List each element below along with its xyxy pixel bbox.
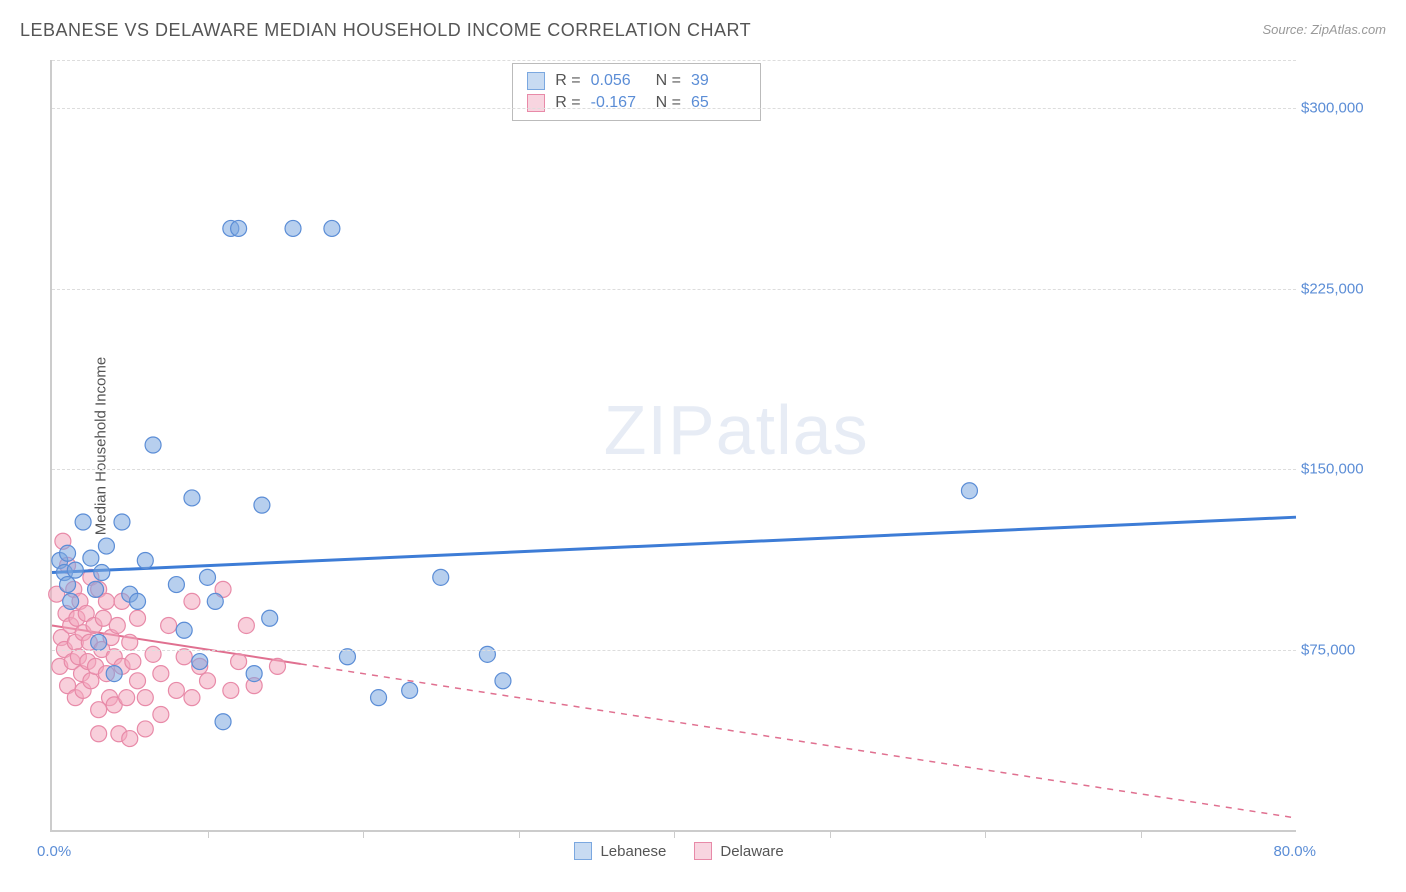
data-point xyxy=(130,593,146,609)
data-point xyxy=(961,483,977,499)
legend-label-1: Delaware xyxy=(720,843,783,860)
data-point xyxy=(200,673,216,689)
data-point xyxy=(254,497,270,513)
legend-swatch-0 xyxy=(574,842,592,860)
source-text: Source: ZipAtlas.com xyxy=(1262,22,1386,37)
data-point xyxy=(168,682,184,698)
data-point xyxy=(176,622,192,638)
legend-swatch-1 xyxy=(694,842,712,860)
data-point xyxy=(161,617,177,633)
y-tick-label: $75,000 xyxy=(1301,641,1391,658)
data-point xyxy=(109,617,125,633)
data-point xyxy=(60,577,76,593)
data-point xyxy=(168,577,184,593)
chart-title: LEBANESE VS DELAWARE MEDIAN HOUSEHOLD IN… xyxy=(20,20,751,41)
data-point xyxy=(207,593,223,609)
chart-container: LEBANESE VS DELAWARE MEDIAN HOUSEHOLD IN… xyxy=(0,0,1406,892)
data-point xyxy=(262,610,278,626)
data-point xyxy=(495,673,511,689)
data-point xyxy=(106,666,122,682)
plot-area: ZIPatlas R = 0.056 N = 39 R = -0.167 N =… xyxy=(50,60,1296,832)
data-point xyxy=(94,565,110,581)
data-point xyxy=(75,514,91,530)
data-point xyxy=(285,220,301,236)
data-point xyxy=(231,220,247,236)
data-point xyxy=(231,654,247,670)
x-axis-max-label: 80.0% xyxy=(1273,843,1316,860)
legend-label-0: Lebanese xyxy=(600,843,666,860)
data-point xyxy=(153,666,169,682)
data-point xyxy=(122,731,138,747)
bottom-legend: Lebanese Delaware xyxy=(574,842,783,860)
data-point xyxy=(60,545,76,561)
data-point xyxy=(145,437,161,453)
data-point xyxy=(184,690,200,706)
data-point xyxy=(246,666,262,682)
data-point xyxy=(122,634,138,650)
data-point xyxy=(63,593,79,609)
data-point xyxy=(98,538,114,554)
x-axis-min-label: 0.0% xyxy=(37,843,71,860)
plot-svg xyxy=(52,60,1296,830)
data-point xyxy=(137,690,153,706)
data-point xyxy=(67,562,83,578)
data-point xyxy=(324,220,340,236)
data-point xyxy=(83,673,99,689)
data-point xyxy=(215,714,231,730)
data-point xyxy=(223,682,239,698)
data-point xyxy=(125,654,141,670)
data-point xyxy=(339,649,355,665)
y-tick-label: $300,000 xyxy=(1301,100,1391,117)
data-point xyxy=(114,514,130,530)
data-point xyxy=(184,490,200,506)
y-tick-label: $225,000 xyxy=(1301,280,1391,297)
y-tick-label: $150,000 xyxy=(1301,461,1391,478)
data-point xyxy=(83,550,99,566)
data-point xyxy=(238,617,254,633)
data-point xyxy=(130,610,146,626)
data-point xyxy=(371,690,387,706)
data-point xyxy=(153,707,169,723)
data-point xyxy=(192,654,208,670)
legend-item-0: Lebanese xyxy=(574,842,666,860)
data-point xyxy=(269,658,285,674)
data-point xyxy=(88,581,104,597)
legend-item-1: Delaware xyxy=(694,842,783,860)
data-point xyxy=(137,553,153,569)
data-point xyxy=(200,569,216,585)
data-point xyxy=(137,721,153,737)
data-point xyxy=(119,690,135,706)
data-point xyxy=(130,673,146,689)
data-point xyxy=(91,726,107,742)
data-point xyxy=(184,593,200,609)
data-point xyxy=(176,649,192,665)
data-point xyxy=(402,682,418,698)
data-point xyxy=(433,569,449,585)
data-point xyxy=(91,634,107,650)
